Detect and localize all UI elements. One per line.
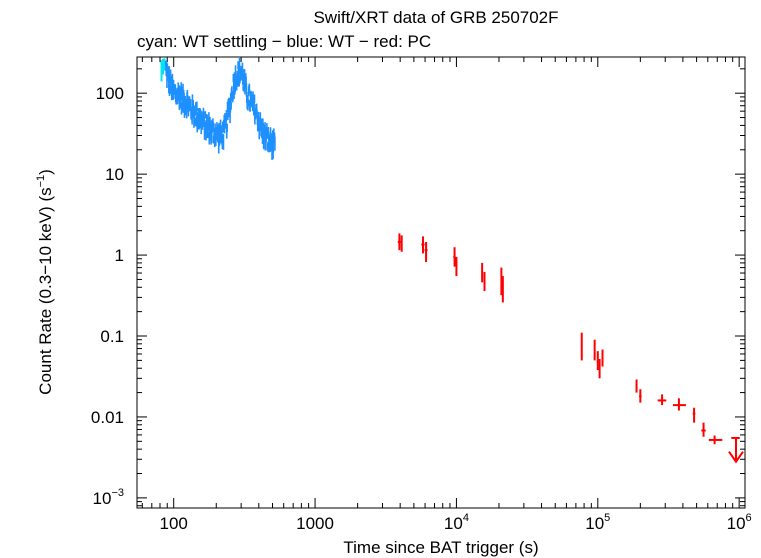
y-tick-label: 10−3 — [93, 487, 124, 508]
y-axis-label-superscript: −1 — [35, 175, 47, 188]
data-marks — [160, 56, 744, 464]
series-wt — [165, 56, 276, 160]
plot-frame — [136, 56, 746, 509]
series-pc — [397, 233, 723, 445]
y-tick-label: 100 — [96, 84, 124, 103]
upper-limit-arrow-head — [728, 451, 744, 464]
y-tick-label: 0.01 — [91, 408, 124, 427]
axis-ticks — [137, 57, 745, 508]
y-tick-label: 10 — [105, 165, 124, 184]
x-tick-label: 1000 — [296, 514, 334, 533]
y-tick-label: 0.1 — [100, 327, 124, 346]
chart-subtitle: cyan: WT settling − blue: WT − red: PC — [137, 32, 431, 51]
x-axis-label: Time since BAT trigger (s) — [343, 538, 538, 557]
y-axis-label-end: ) — [36, 169, 55, 175]
axis-tick-labels: 100 1000 104 105 106 10−3 0.01 0.1 1 10 100 — [91, 84, 752, 533]
x-tick-label: 104 — [444, 512, 469, 533]
y-axis-label: Count Rate (0.3−10 keV) (s−1) — [35, 169, 55, 395]
upper-limit — [728, 436, 744, 464]
y-tick-label: 1 — [115, 246, 124, 265]
series-wt-settling — [160, 58, 166, 82]
x-tick-label: 105 — [585, 512, 610, 533]
y-axis-label-main: Count Rate (0.3−10 keV) (s — [36, 187, 55, 394]
x-tick-label: 106 — [727, 512, 752, 533]
chart-title: Swift/XRT data of GRB 250702F — [313, 8, 558, 27]
x-tick-label: 100 — [160, 514, 188, 533]
